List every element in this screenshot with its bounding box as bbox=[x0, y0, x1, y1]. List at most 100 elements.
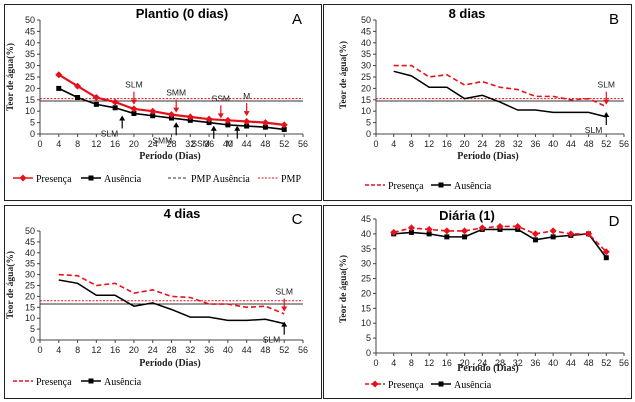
data-point bbox=[92, 94, 100, 102]
data-point bbox=[149, 107, 157, 115]
x-tick-label: 36 bbox=[204, 345, 214, 355]
data-point bbox=[56, 85, 62, 91]
x-tick-label: 28 bbox=[166, 345, 176, 355]
y-tick-label: 40 bbox=[25, 248, 35, 258]
y-tick-label: 20 bbox=[25, 291, 35, 301]
annotation-arrowhead bbox=[603, 112, 610, 118]
annotation-arrowhead bbox=[234, 125, 241, 131]
x-tick-label: 40 bbox=[548, 358, 558, 368]
x-tick-label: 44 bbox=[242, 345, 252, 355]
y-tick-label: 15 bbox=[25, 95, 35, 105]
legend-item: Presença bbox=[365, 380, 424, 391]
panel-border bbox=[323, 205, 632, 399]
x-axis-label: Período (Dias) bbox=[139, 151, 200, 162]
annotation-arrowhead bbox=[281, 321, 288, 327]
x-tick-label: 52 bbox=[601, 358, 611, 368]
data-point bbox=[243, 117, 251, 125]
y-tick-label: 25 bbox=[25, 72, 35, 82]
legend-label: Presença bbox=[388, 380, 424, 391]
y-tick-label: 0 bbox=[30, 335, 35, 345]
legend-marker bbox=[19, 174, 27, 182]
legend-item: Presença bbox=[365, 181, 424, 192]
x-tick-label: 8 bbox=[409, 358, 414, 368]
legend-marker bbox=[88, 378, 94, 384]
y-tick-label: 45 bbox=[25, 237, 35, 247]
x-tick-label: 0 bbox=[373, 139, 378, 149]
annotation-label: SSM bbox=[191, 139, 209, 149]
data-point bbox=[585, 230, 593, 238]
legend-label: PMP Ausência bbox=[191, 174, 250, 185]
y-axis-label: Teor de água(%) bbox=[338, 255, 349, 323]
chart-title: Plantio (0 dias) bbox=[136, 6, 228, 21]
legend-marker bbox=[371, 380, 379, 388]
x-tick-label: 4 bbox=[391, 358, 396, 368]
x-tick-label: 48 bbox=[584, 358, 594, 368]
legend-label: PMP bbox=[281, 174, 301, 185]
chart-title: 4 dias bbox=[164, 206, 201, 221]
y-tick-label: 25 bbox=[361, 274, 371, 284]
data-point bbox=[462, 234, 468, 240]
annotation-label: SMM bbox=[166, 88, 186, 98]
x-tick-label: 16 bbox=[110, 345, 120, 355]
data-point bbox=[186, 113, 194, 121]
annotation-arrowhead bbox=[173, 107, 180, 113]
data-point bbox=[168, 111, 175, 119]
x-tick-label: 4 bbox=[391, 139, 396, 149]
legend-label: Presença bbox=[36, 174, 72, 185]
legend-label: Ausência bbox=[104, 377, 142, 388]
data-point bbox=[602, 248, 610, 256]
y-tick-label: 35 bbox=[361, 244, 371, 254]
x-tick-label: 20 bbox=[129, 345, 139, 355]
x-tick-label: 12 bbox=[424, 358, 434, 368]
x-tick-label: 56 bbox=[619, 358, 629, 368]
annotation-arrowhead bbox=[210, 125, 217, 131]
data-point bbox=[426, 231, 432, 237]
x-tick-label: 12 bbox=[424, 139, 434, 149]
y-tick-label: 5 bbox=[30, 118, 35, 128]
annotation-label: SSM bbox=[212, 93, 230, 103]
panel-letter: D bbox=[609, 213, 620, 230]
legend-marker bbox=[438, 381, 444, 387]
data-point bbox=[567, 230, 575, 238]
y-tick-label: 25 bbox=[361, 72, 371, 82]
y-tick-label: 0 bbox=[366, 348, 371, 358]
y-tick-label: 15 bbox=[361, 303, 371, 313]
data-point bbox=[261, 119, 269, 127]
x-tick-label: 24 bbox=[148, 139, 158, 149]
data-point bbox=[478, 224, 486, 232]
data-point bbox=[111, 98, 119, 106]
data-point bbox=[531, 230, 539, 238]
data-point bbox=[390, 228, 398, 236]
data-point bbox=[444, 234, 450, 240]
annotation-label: M bbox=[243, 91, 250, 101]
y-tick-label: 35 bbox=[361, 49, 371, 59]
x-tick-label: 16 bbox=[110, 139, 120, 149]
x-tick-label: 36 bbox=[204, 139, 214, 149]
data-point bbox=[205, 115, 213, 123]
x-tick-label: 0 bbox=[37, 345, 42, 355]
series-line-ausencia bbox=[393, 70, 607, 118]
y-tick-label: 25 bbox=[25, 281, 35, 291]
x-tick-label: 56 bbox=[619, 139, 629, 149]
data-point bbox=[425, 225, 433, 233]
x-tick-label: 24 bbox=[477, 358, 487, 368]
x-tick-label: 24 bbox=[148, 345, 158, 355]
y-tick-label: 30 bbox=[25, 61, 35, 71]
chart-title: 8 dias bbox=[449, 6, 486, 21]
y-tick-label: 5 bbox=[366, 118, 371, 128]
x-tick-label: 24 bbox=[477, 139, 487, 149]
annotation-arrowhead bbox=[119, 115, 126, 121]
panel-border bbox=[323, 4, 632, 201]
legend-marker bbox=[88, 175, 94, 181]
series-line-presenca bbox=[393, 64, 607, 108]
y-tick-label: 40 bbox=[25, 38, 35, 48]
data-point bbox=[225, 122, 231, 128]
x-tick-label: 48 bbox=[260, 345, 270, 355]
x-tick-label: 56 bbox=[298, 139, 308, 149]
x-axis-label: Período (Dias) bbox=[139, 358, 200, 369]
annotation-arrowhead bbox=[281, 306, 288, 312]
y-tick-label: 40 bbox=[361, 229, 371, 239]
x-axis-label: Período (Dias) bbox=[457, 151, 518, 162]
